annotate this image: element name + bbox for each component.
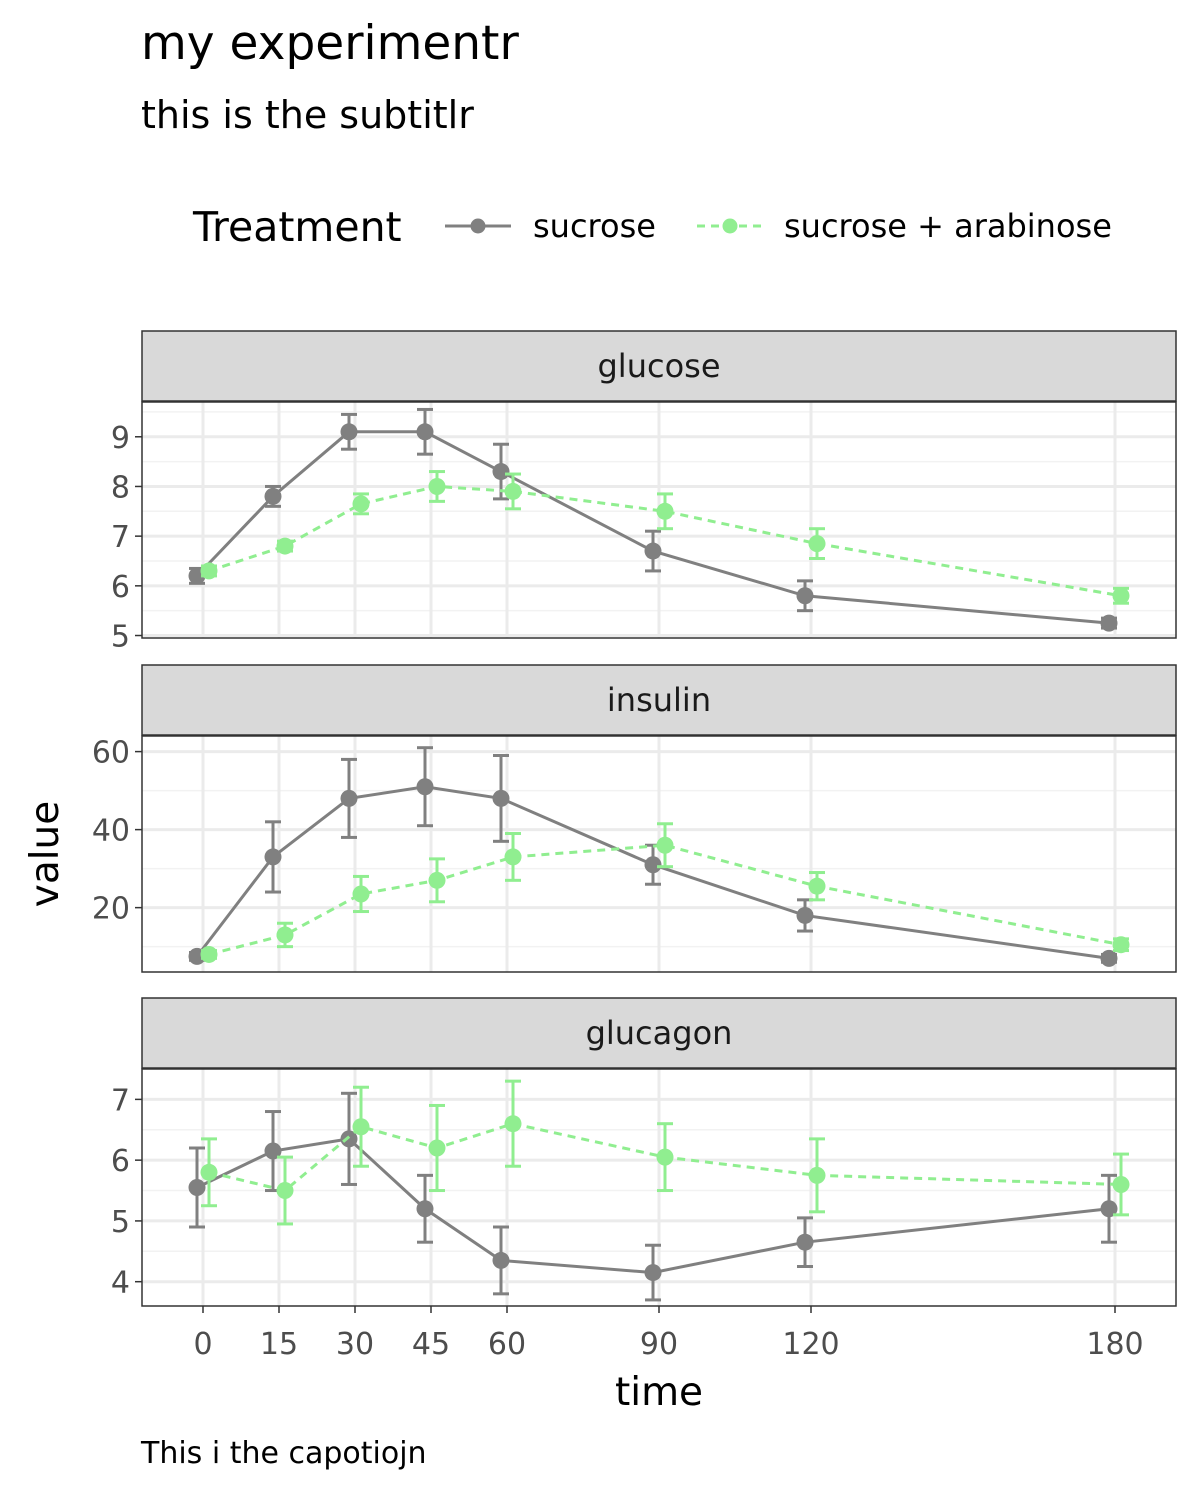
data-point xyxy=(796,906,814,924)
data-point xyxy=(504,1115,522,1133)
y-tick-label: 6 xyxy=(111,1144,130,1179)
chart-title: my experimentr xyxy=(141,16,519,71)
chart-caption: This i the capotiojn xyxy=(141,1436,427,1471)
data-point xyxy=(416,423,434,441)
data-point xyxy=(656,502,674,520)
data-point xyxy=(428,1139,446,1157)
chart-subtitle: this is the subtitlr xyxy=(141,93,474,137)
data-point xyxy=(1112,1175,1130,1193)
series-line-sucrose xyxy=(195,785,1110,960)
data-point xyxy=(504,482,522,500)
data-point xyxy=(200,945,218,963)
panel-border xyxy=(141,401,1177,639)
data-point xyxy=(1100,949,1118,967)
data-point xyxy=(808,535,826,553)
data-point xyxy=(188,1179,206,1196)
facet-strip xyxy=(141,997,1177,1069)
data-point xyxy=(428,477,446,495)
y-axis-title: value xyxy=(23,801,68,908)
y-tick-label: 8 xyxy=(111,470,130,505)
data-point xyxy=(1112,936,1130,954)
x-tick-label: 30 xyxy=(336,1327,374,1362)
data-point xyxy=(264,1142,282,1160)
y-tick-label: 7 xyxy=(111,520,130,555)
data-point xyxy=(276,537,294,555)
y-tick-label: 20 xyxy=(92,892,130,927)
data-point xyxy=(644,542,662,560)
data-point xyxy=(504,848,522,866)
x-tick-label: 15 xyxy=(260,1327,298,1362)
x-tick-label: 0 xyxy=(193,1327,212,1362)
legend-key-point xyxy=(470,218,486,234)
data-point xyxy=(644,856,662,874)
data-point xyxy=(656,836,674,854)
data-point xyxy=(656,1148,674,1166)
data-point xyxy=(264,487,282,505)
series-line-sucrose-arabinose xyxy=(208,843,1122,956)
data-point xyxy=(352,495,370,513)
facet-strip xyxy=(141,330,1177,402)
data-point xyxy=(1100,614,1118,632)
legend-label: sucrose xyxy=(533,207,656,245)
y-tick-label: 5 xyxy=(111,1205,130,1240)
facet-strip-label: glucose xyxy=(597,347,720,385)
legend-title: Treatment xyxy=(192,203,402,251)
y-tick-label: 60 xyxy=(92,736,130,771)
data-point xyxy=(352,885,370,903)
x-tick-label: 180 xyxy=(1086,1327,1143,1362)
data-point xyxy=(340,789,358,807)
legend-key-point xyxy=(722,218,738,234)
y-tick-label: 9 xyxy=(111,421,130,456)
x-tick-label: 120 xyxy=(782,1327,839,1362)
y-tick-label: 5 xyxy=(111,620,130,655)
facet-strip-label: glucagon xyxy=(586,1014,733,1052)
facet-strip-label: insulin xyxy=(607,681,711,719)
data-point xyxy=(1112,587,1130,605)
y-tick-label: 7 xyxy=(111,1083,130,1118)
legend-label: sucrose + arabinose xyxy=(784,207,1112,245)
data-point xyxy=(796,587,814,605)
series-line-sucrose-arabinose xyxy=(208,484,1122,598)
data-point xyxy=(644,1264,662,1282)
data-point xyxy=(428,871,446,889)
data-point xyxy=(1100,1200,1118,1218)
y-tick-label: 40 xyxy=(92,814,130,849)
data-point xyxy=(340,1130,358,1148)
data-point xyxy=(416,778,434,796)
series-line-sucrose xyxy=(196,1137,1110,1275)
y-tick-label: 4 xyxy=(111,1266,130,1301)
x-tick-label: 45 xyxy=(412,1327,450,1362)
data-point xyxy=(416,1200,434,1218)
data-point xyxy=(808,877,826,895)
data-point xyxy=(276,1182,294,1200)
data-point xyxy=(264,848,282,866)
data-point xyxy=(340,423,358,441)
data-point xyxy=(200,562,218,580)
data-point xyxy=(492,463,510,481)
series-line-sucrose xyxy=(195,430,1110,625)
data-point xyxy=(276,926,294,944)
panel-border xyxy=(141,735,1177,973)
y-tick-label: 6 xyxy=(111,570,130,605)
data-point xyxy=(492,789,510,807)
data-point xyxy=(492,1251,510,1269)
data-point xyxy=(796,1233,814,1251)
data-point xyxy=(200,1163,218,1181)
x-tick-label: 60 xyxy=(488,1327,526,1362)
series-line-sucrose-arabinose xyxy=(208,1122,1122,1193)
x-tick-label: 90 xyxy=(640,1327,678,1362)
data-point xyxy=(352,1118,370,1136)
data-point xyxy=(808,1166,826,1184)
facet-strip xyxy=(141,664,1177,736)
x-axis-title: time xyxy=(615,1370,703,1415)
